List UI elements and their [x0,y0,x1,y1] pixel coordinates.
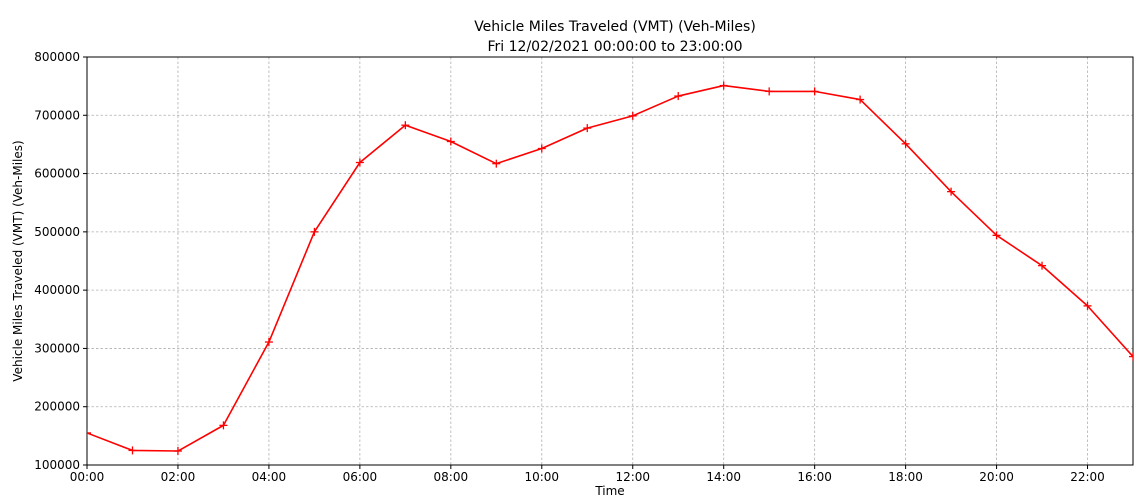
data-point-marker [87,428,91,437]
data-point-marker [1038,261,1047,270]
data-point-marker [583,124,592,133]
data-point-marker [264,338,273,347]
data-point-marker [856,95,865,104]
data-point-marker [719,81,728,90]
x-tick-label: 08:00 [434,470,469,484]
x-tick-label: 10:00 [524,470,559,484]
grid-lines [86,56,1133,466]
data-point-marker [947,187,956,196]
data-point-marker [446,137,455,146]
y-tick-label: 500000 [34,225,80,239]
data-point-marker [628,111,637,120]
data-point-marker [355,158,364,167]
data-point-marker [537,144,546,153]
data-point-marker [674,92,683,101]
y-tick-label: 100000 [34,458,80,472]
x-tick-label: 20:00 [979,470,1014,484]
x-axis-label: Time [594,484,624,497]
x-tick-label: 06:00 [343,470,378,484]
series-line [87,84,1133,452]
chart-title: Vehicle Miles Traveled (VMT) (Veh-Miles) [474,19,756,35]
x-tick-label: 12:00 [615,470,650,484]
x-tick-label: 18:00 [888,470,923,484]
x-axis-ticks: 00:00 02:00 04:00 06:00 08:00 10:00 12:00 14:00… [70,465,1105,484]
data-point-marker [219,421,228,430]
x-tick-label: 22:00 [1070,470,1105,484]
y-tick-label: 800000 [34,50,80,64]
series-0 [87,81,1133,456]
data-point-marker [1083,301,1092,310]
y-tick-label: 200000 [34,400,80,414]
y-axis-label: Vehicle Miles Traveled (VMT) (Veh-Miles) [11,140,25,381]
plot-area-frame [86,56,1134,466]
data-point-marker [128,446,137,455]
data-point-marker [765,87,774,96]
data-point-marker [310,227,319,236]
x-tick-label: 14:00 [706,470,741,484]
y-tick-label: 400000 [34,283,80,297]
data-point-marker [1129,352,1133,361]
data-point-marker [992,231,1001,240]
data-point-marker [492,159,501,168]
data-point-marker [901,139,910,148]
series-layer [87,81,1133,456]
chart-subtitle: Fri 12/02/2021 00:00:00 to 23:00:00 [488,39,743,55]
y-tick-label: 600000 [34,167,80,181]
y-tick-label: 300000 [34,341,80,355]
data-point-marker [173,447,182,456]
x-tick-label: 16:00 [797,470,832,484]
x-tick-label: 02:00 [161,470,196,484]
data-point-marker [810,87,819,96]
y-axis-ticks: 100000 200000 300000 400000 500000 600000 7000… [34,50,87,472]
x-tick-label: 00:00 [70,470,105,484]
y-tick-label: 700000 [34,108,80,122]
data-point-marker [401,121,410,130]
x-tick-label: 04:00 [252,470,287,484]
